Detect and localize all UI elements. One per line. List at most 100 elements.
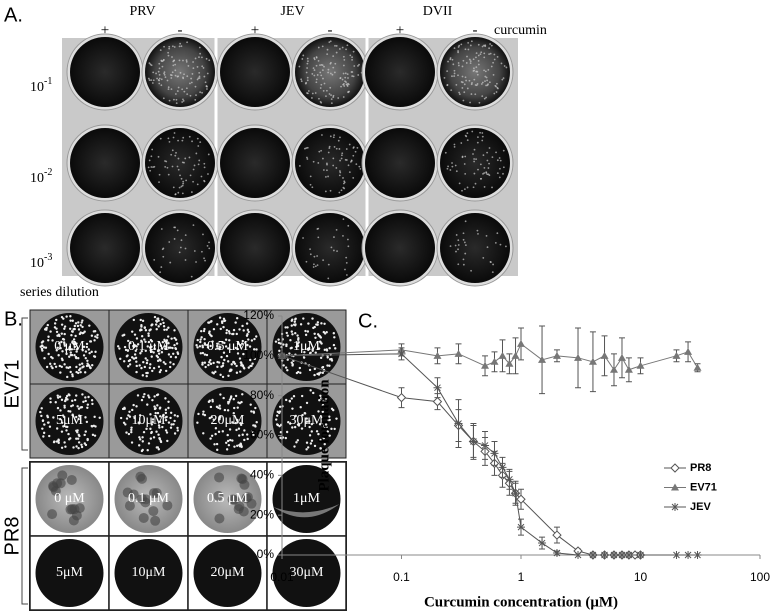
plaque xyxy=(235,317,239,320)
plaque xyxy=(81,393,84,396)
plaque xyxy=(127,339,130,343)
plaque xyxy=(326,169,328,172)
plaque xyxy=(453,143,456,146)
plaque xyxy=(162,255,165,258)
plaque xyxy=(327,277,330,280)
plaque xyxy=(329,40,332,43)
plaque xyxy=(487,68,490,71)
plaque xyxy=(168,47,171,50)
plaque xyxy=(75,445,78,448)
plaque xyxy=(343,58,346,61)
well-label: 0 μM xyxy=(54,339,85,354)
plaque xyxy=(147,394,150,397)
plaque xyxy=(245,322,249,325)
plaque xyxy=(62,317,65,320)
plaque xyxy=(147,396,151,399)
plaque xyxy=(76,324,80,328)
plaque xyxy=(328,347,331,350)
plaque xyxy=(176,165,179,168)
plaque xyxy=(476,70,479,73)
well-label: 5μM xyxy=(56,565,84,580)
plaque xyxy=(196,346,199,349)
plaque xyxy=(322,400,325,403)
plaque xyxy=(124,423,127,426)
plaque xyxy=(174,74,177,77)
plaque xyxy=(220,355,223,359)
plaque xyxy=(180,185,183,188)
plaque xyxy=(66,398,69,401)
plaque xyxy=(77,357,80,360)
plaque xyxy=(70,404,73,408)
plaque xyxy=(462,258,465,261)
plaque xyxy=(503,65,506,67)
plaque xyxy=(255,335,258,338)
plaque xyxy=(483,44,485,47)
plaque xyxy=(488,81,491,84)
plaque xyxy=(181,192,184,195)
plaque xyxy=(294,332,297,335)
plaque xyxy=(153,165,156,168)
plaque xyxy=(328,147,331,149)
plaque xyxy=(180,239,183,242)
plaque xyxy=(133,333,137,336)
plaque xyxy=(286,358,289,361)
plaque xyxy=(287,421,290,424)
plaque xyxy=(223,408,227,412)
plaque xyxy=(318,340,322,343)
plaque xyxy=(327,71,330,74)
plaque xyxy=(159,137,162,140)
plaque xyxy=(460,81,463,83)
plaque xyxy=(51,356,54,360)
plaque xyxy=(208,247,211,250)
plaque xyxy=(470,269,472,272)
plaque xyxy=(305,441,309,444)
plaque xyxy=(89,366,92,370)
plaque xyxy=(488,147,491,149)
dilution-label: 10-2 xyxy=(30,167,52,186)
plaque xyxy=(147,332,150,335)
plaque xyxy=(314,92,317,94)
plaque xyxy=(300,78,303,81)
plaque xyxy=(194,85,197,88)
plaque xyxy=(57,470,68,481)
plaque xyxy=(323,442,326,446)
plaque xyxy=(81,325,84,329)
plaque xyxy=(40,414,43,418)
dilution-base: 10 xyxy=(30,80,44,95)
plaque xyxy=(143,392,146,396)
plaque xyxy=(42,435,45,438)
plaque xyxy=(83,330,86,333)
plaque xyxy=(200,336,203,339)
plaque xyxy=(319,371,322,374)
plaque xyxy=(185,59,188,62)
plaque xyxy=(345,48,347,51)
plaque xyxy=(288,422,292,425)
plaque xyxy=(345,148,348,150)
plaque xyxy=(174,226,177,229)
well xyxy=(295,37,365,107)
plaque xyxy=(84,356,87,360)
plaque xyxy=(77,321,80,324)
plaque xyxy=(222,396,225,400)
plaque xyxy=(352,50,355,53)
dilution-exponent: -1 xyxy=(44,76,52,87)
plaque xyxy=(134,356,138,360)
plaque xyxy=(162,59,165,62)
plaque xyxy=(169,355,173,359)
plaque xyxy=(153,405,156,408)
plaque xyxy=(169,261,172,264)
plaque xyxy=(340,85,342,88)
plaque xyxy=(130,426,133,429)
plaque xyxy=(245,433,249,436)
legend-marker xyxy=(670,463,680,473)
plaque xyxy=(127,414,130,417)
panel-label: B. xyxy=(4,308,23,330)
plaque xyxy=(154,323,158,326)
plaque xyxy=(321,424,325,428)
plaque xyxy=(162,413,165,417)
plaque xyxy=(208,361,211,364)
plaque xyxy=(64,445,67,448)
well xyxy=(220,128,290,198)
plaque xyxy=(94,350,97,354)
plaque xyxy=(167,88,170,91)
